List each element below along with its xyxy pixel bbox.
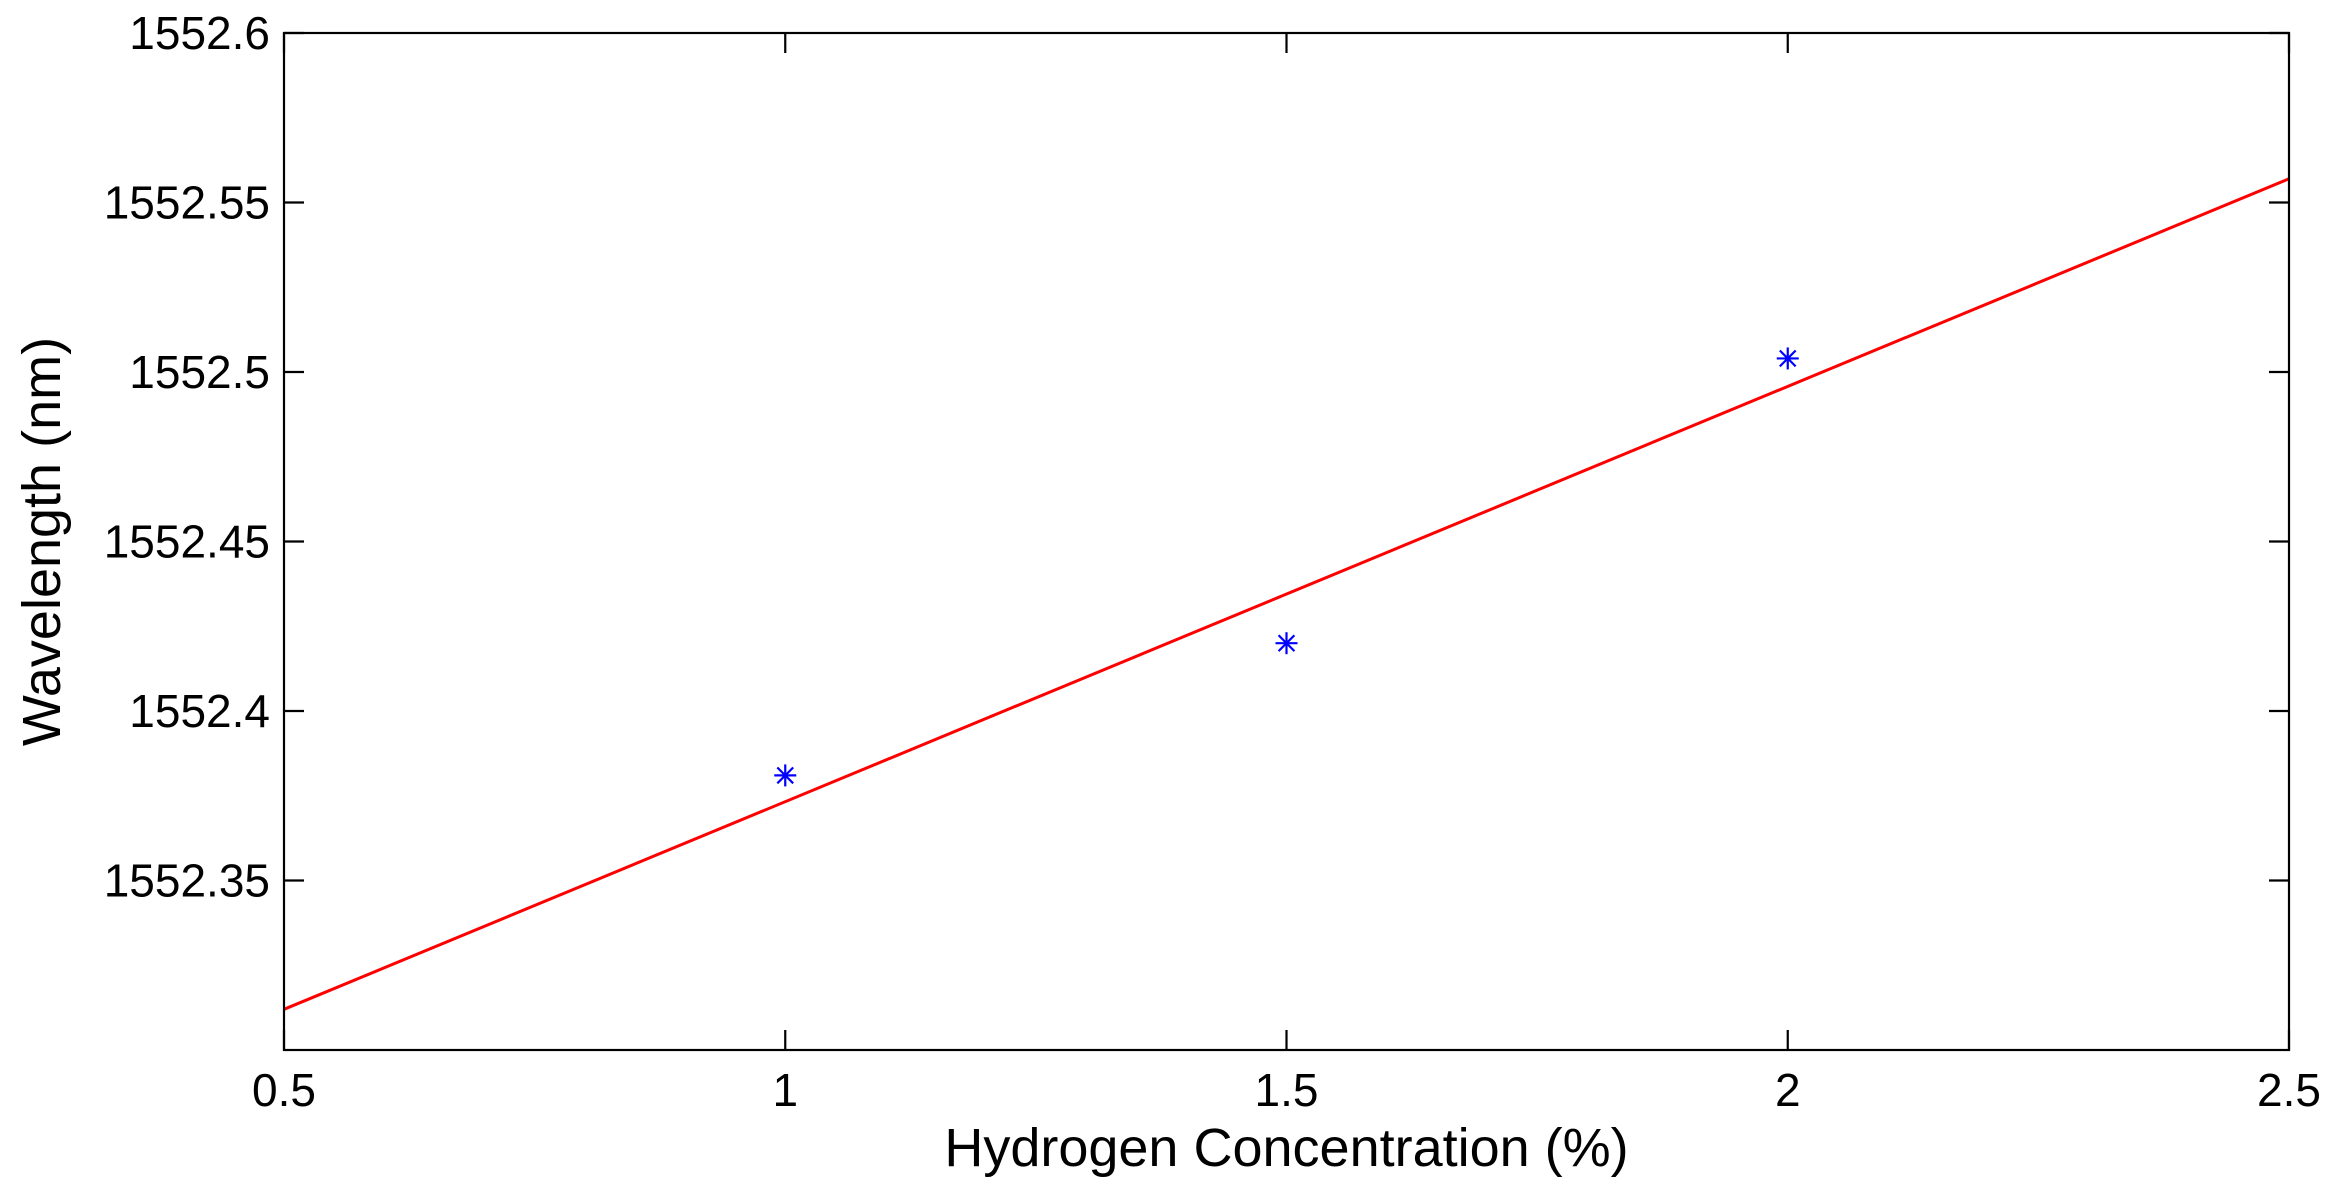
- y-tick-label: 1552.45: [104, 516, 270, 568]
- x-tick-label: 1.5: [1255, 1064, 1319, 1116]
- fit-line: [283, 177, 2290, 1011]
- axes-box: [282, 31, 2291, 1052]
- y-tick-label: 1552.55: [104, 177, 270, 229]
- y-tick-label: 1552.6: [129, 7, 270, 59]
- data-point: [774, 764, 797, 787]
- y-axis-label: Wavelength (nm): [12, 337, 72, 746]
- data-point: [1275, 632, 1298, 655]
- tick-labels: 0.5 1 1.5 2 2.5 1552.35 1552.4 1552.45 1552.5 155…: [104, 7, 2321, 1116]
- x-tick-label: 2.5: [2257, 1064, 2321, 1116]
- x-tick-label: 2: [1775, 1064, 1801, 1116]
- x-axis-label: Hydrogen Concentration (%): [944, 1118, 1628, 1178]
- x-tick-label: 0.5: [252, 1064, 316, 1116]
- y-tick-label: 1552.4: [129, 685, 270, 737]
- y-tick-label: 1552.5: [129, 346, 270, 398]
- y-tick-label: 1552.35: [104, 855, 270, 907]
- x-tick-label: 1: [772, 1064, 798, 1116]
- plot-marks: [283, 177, 2290, 1011]
- data-point: [1776, 347, 1799, 370]
